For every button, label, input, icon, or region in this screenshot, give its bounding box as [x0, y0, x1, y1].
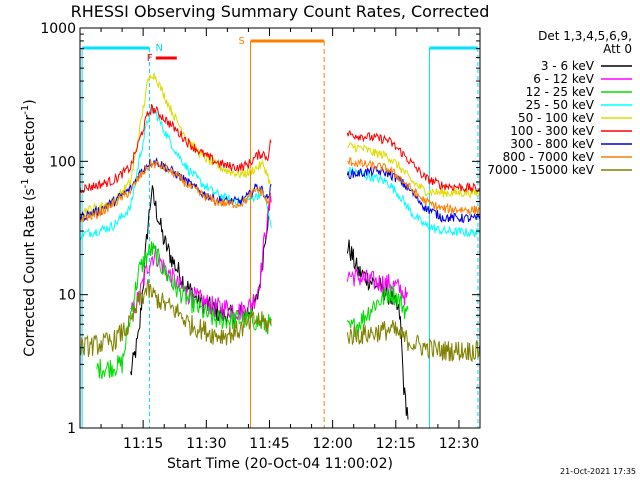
plot-frame	[79, 27, 481, 429]
series-8-group	[79, 279, 481, 363]
series-line-7-seg-0	[79, 160, 272, 223]
saa-annotation-label: S	[239, 36, 245, 47]
legend-entry-label: 6 - 12 keV	[533, 72, 595, 86]
y-axis-label-mid: detector	[22, 115, 38, 179]
series-line-3-seg-1	[347, 166, 481, 238]
x-tick-label: 11:45	[249, 436, 289, 452]
series-6-group	[79, 157, 481, 223]
y-tick-label: 100	[49, 154, 76, 170]
y-tick-label: 1000	[40, 21, 76, 37]
series-line-6-seg-1	[346, 165, 481, 223]
series-line-5-seg-1	[346, 129, 481, 194]
x-axis: 11:15 11:30 11:45 12:00 12:15 12:30	[100, 28, 479, 452]
x-axis-label: Start Time (20-Oct-04 11:00:02)	[167, 456, 393, 472]
series-1-group	[130, 193, 409, 321]
series-line-8-seg-0	[79, 279, 272, 357]
series-line-4-seg-1	[346, 142, 480, 199]
x-tick-label: 11:30	[186, 436, 226, 452]
series-7-group	[79, 157, 481, 223]
chart-title: RHESSI Observing Summary Count Rates, Co…	[71, 2, 490, 21]
series-layer	[79, 72, 481, 420]
x-tick-label: 12:15	[376, 436, 416, 452]
legend-entry-label: 12 - 25 keV	[526, 85, 595, 99]
night-annotation-label: N	[155, 43, 162, 54]
y-axis-label-sup1: -1	[20, 178, 31, 188]
legend-entry-label: 50 - 100 keV	[518, 111, 595, 125]
series-line-5-seg-0	[79, 104, 272, 194]
y-axis-label-sup2: -1	[20, 105, 31, 115]
legend-entry-label: 25 - 50 keV	[526, 98, 595, 112]
legend-entry-label: 7000 - 15000 keV	[487, 163, 594, 177]
legend-header-line-1: Det 1,3,4,5,6,9,	[538, 29, 632, 43]
x-tick-label: 12:00	[312, 436, 352, 452]
y-tick-label: 10	[58, 288, 76, 304]
y-axis-label-main: Corrected Count Rate (s	[22, 188, 38, 356]
series-3-group	[79, 106, 481, 240]
y-tick-label: 1	[67, 421, 76, 437]
legend-entry-label: 3 - 6 keV	[541, 59, 595, 73]
footer-date: 21-Oct-2021 17:35	[560, 467, 636, 476]
flare-annotation-label: F	[147, 53, 153, 64]
x-tick-label: 12:30	[439, 436, 479, 452]
series-line-1-seg-1	[346, 268, 409, 306]
series-line-6-seg-0	[79, 157, 272, 222]
x-tick-label: 11:15	[123, 436, 163, 452]
y-axis-label-end: )	[22, 99, 38, 104]
legend-entry-label: 100 - 300 keV	[510, 124, 594, 138]
y-axis: 1 10 100 1000	[40, 21, 480, 437]
series-5-group	[79, 104, 481, 194]
series-line-1-seg-0	[130, 193, 272, 321]
series-line-8-seg-1	[346, 320, 481, 363]
legend-entry-label: 800 - 7000 keV	[503, 150, 595, 164]
series-line-3-seg-0	[79, 106, 272, 240]
legend-entry-label: 300 - 800 keV	[510, 137, 594, 151]
y-axis-label: Corrected Count Rate (s-1 detector-1)	[20, 99, 38, 356]
series-line-2-seg-1	[346, 283, 409, 338]
legend-header-line-2: Att 0	[603, 42, 632, 56]
series-line-7-seg-1	[347, 157, 481, 217]
observing-state-bars: NF S	[81, 36, 479, 428]
